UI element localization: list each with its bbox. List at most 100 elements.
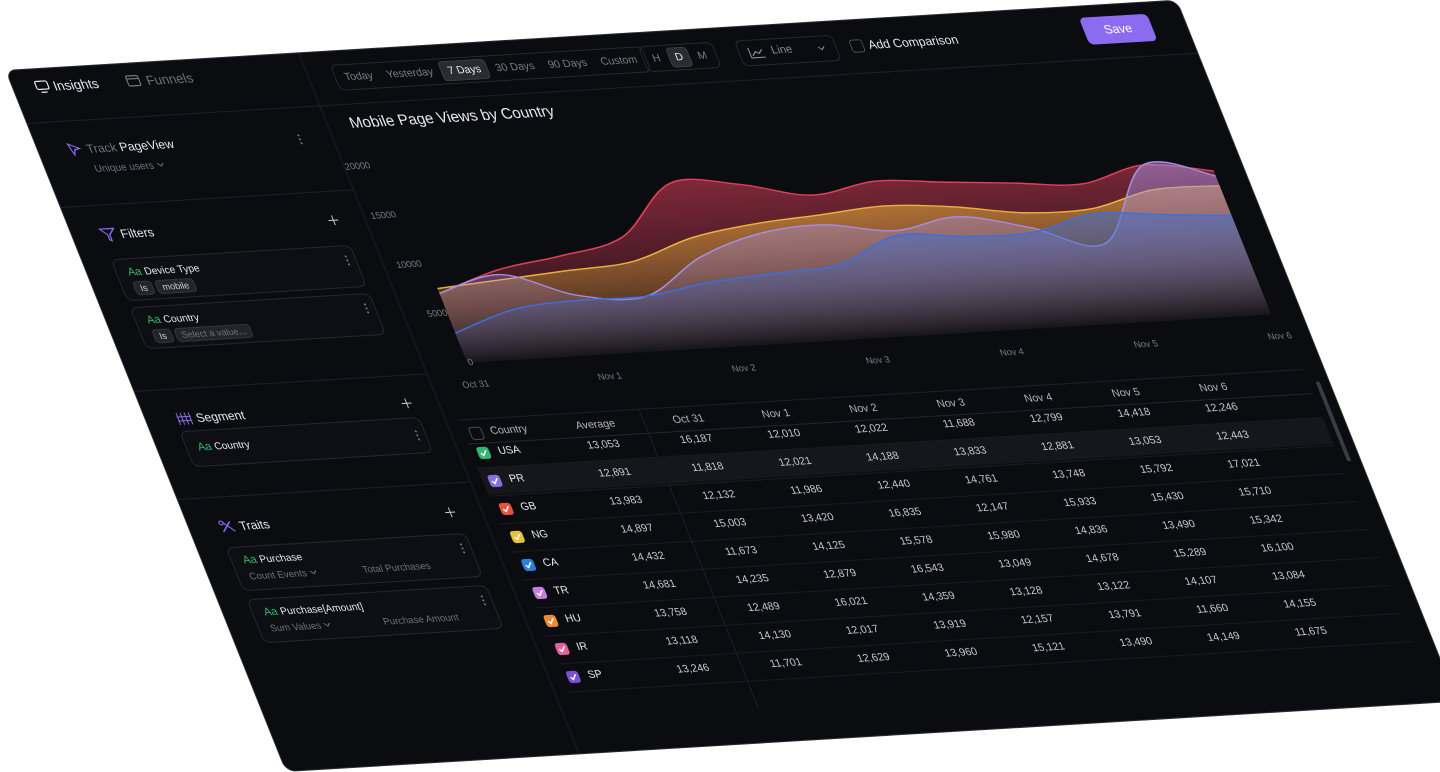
country-checkbox[interactable] <box>554 643 571 656</box>
cell: 16,835 <box>858 504 953 521</box>
cell: CA <box>541 556 560 569</box>
cell: Average <box>548 416 643 433</box>
cell: IR <box>574 640 589 653</box>
cell: 11,701 <box>739 654 834 671</box>
cell: 13,919 <box>902 616 997 633</box>
cell: 13,053 <box>556 436 651 453</box>
cell: 12,489 <box>716 598 811 615</box>
cell: 15,289 <box>1143 544 1238 561</box>
cell: 13,246 <box>646 660 741 677</box>
country-checkbox[interactable] <box>565 671 582 684</box>
cell: 12,010 <box>737 425 832 442</box>
cell: Nov 3 <box>904 395 999 412</box>
cell: 12,157 <box>990 611 1085 628</box>
cell: 12,246 <box>1174 399 1269 416</box>
cell: 14,897 <box>590 520 685 537</box>
country-checkbox[interactable] <box>520 559 537 572</box>
country-checkbox[interactable] <box>498 503 515 516</box>
cell: 11,673 <box>694 542 789 559</box>
checkbox[interactable] <box>467 427 485 441</box>
cell: 13,490 <box>1131 516 1226 533</box>
cell: 13,748 <box>1021 465 1116 482</box>
cell: 12,629 <box>826 649 921 666</box>
cell: 16,543 <box>880 560 975 577</box>
cell: 12,017 <box>815 621 910 638</box>
check <box>475 447 492 460</box>
country-checkbox[interactable] <box>475 447 492 460</box>
cell: 11,660 <box>1165 600 1260 617</box>
cell: Nov 4 <box>991 389 1086 406</box>
cell: 14,432 <box>601 548 696 565</box>
cell: 12,132 <box>671 486 766 503</box>
cell: 14,359 <box>891 588 986 605</box>
check <box>498 503 515 516</box>
cell: 14,418 <box>1087 404 1182 421</box>
cell: Nov 2 <box>816 400 911 417</box>
cell: 16,021 <box>804 593 899 610</box>
cell: 15,342 <box>1219 511 1314 528</box>
cell: 13,128 <box>979 583 1074 600</box>
cell: 15,980 <box>956 527 1051 544</box>
cell: 12,799 <box>999 409 1094 426</box>
cell: 14,761 <box>934 471 1029 488</box>
cell: 14,107 <box>1154 572 1249 589</box>
cell: 14,125 <box>781 537 876 554</box>
cell: 15,121 <box>1001 639 1096 656</box>
cell: USA <box>496 444 522 457</box>
cell: 14,149 <box>1176 628 1271 645</box>
cell: 16,100 <box>1230 539 1325 556</box>
cell: 16,187 <box>649 430 744 447</box>
cell: 13,983 <box>578 492 673 509</box>
cell: 15,003 <box>683 514 778 531</box>
check <box>531 587 548 600</box>
cell: 13,118 <box>634 632 729 649</box>
check <box>565 671 582 684</box>
cell: 12,440 <box>846 476 941 493</box>
cell: 13,084 <box>1241 567 1336 584</box>
cell: 14,155 <box>1252 595 1347 612</box>
cell: 13,420 <box>770 509 865 526</box>
cell: 11,675 <box>1264 623 1359 640</box>
cell: Nov 1 <box>729 405 824 422</box>
check <box>509 531 526 544</box>
cell: 13,490 <box>1089 633 1184 650</box>
cell: 14,678 <box>1055 549 1150 566</box>
cell: Oct 31 <box>641 410 736 427</box>
cell: TR <box>552 584 571 597</box>
check <box>543 615 560 628</box>
cell: 15,430 <box>1120 488 1215 505</box>
cell: Country <box>488 423 530 437</box>
dashboard: Insights Funnels Track PageView Unique u… <box>5 0 1440 772</box>
cell: 14,235 <box>705 570 800 587</box>
cell: 11,688 <box>912 415 1007 432</box>
cell: 15,710 <box>1208 483 1303 500</box>
page: Insights Funnels Track PageView Unique u… <box>0 0 1440 690</box>
cell: 14,836 <box>1044 521 1139 538</box>
cell: 13,758 <box>623 604 718 621</box>
cell: Nov 6 <box>1166 379 1261 396</box>
cell: 17,021 <box>1196 455 1291 472</box>
check <box>554 643 571 656</box>
cell: 14,130 <box>727 626 822 643</box>
cell: 13,122 <box>1066 577 1161 594</box>
cell: 14,681 <box>612 576 707 593</box>
cell: 11,986 <box>759 481 854 498</box>
cell: GB <box>518 500 538 513</box>
country-checkbox[interactable] <box>509 531 526 544</box>
cell: NG <box>530 528 551 541</box>
check <box>520 559 537 572</box>
cell: SP <box>586 668 605 681</box>
cell: 13,960 <box>914 644 1009 661</box>
country-checkbox[interactable] <box>531 587 548 600</box>
cell: 12,879 <box>793 565 888 582</box>
cell: 13,049 <box>968 555 1063 572</box>
cell: 13,791 <box>1077 605 1172 622</box>
cell: 15,578 <box>869 532 964 549</box>
cell: Nov 5 <box>1079 384 1174 401</box>
cell: 15,933 <box>1033 493 1128 510</box>
cell: 12,022 <box>824 420 919 437</box>
cell: 15,792 <box>1109 460 1204 477</box>
country-checkbox[interactable] <box>543 615 560 628</box>
cell: HU <box>563 612 583 625</box>
